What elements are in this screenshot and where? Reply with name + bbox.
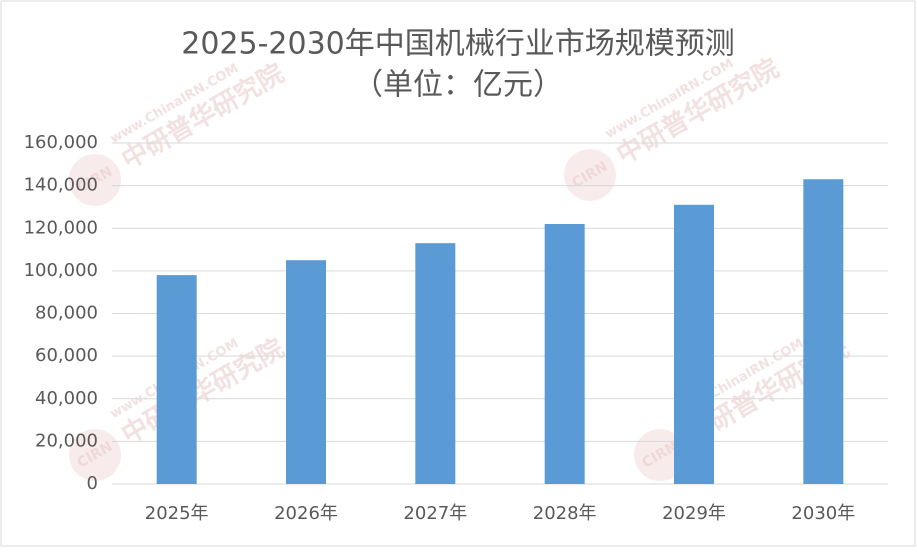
bar: [544, 223, 585, 485]
bar: [803, 179, 844, 484]
y-tick-label: 0: [87, 473, 98, 494]
y-tick-label: 160,000: [24, 132, 98, 153]
y-tick-label: 140,000: [24, 175, 98, 196]
plot-area: 0 20,000 40,000 60,000 80,000 100,000 120,000 1…: [24, 132, 888, 524]
y-tick-label: 40,000: [35, 388, 98, 409]
bar: [286, 260, 326, 484]
x-tick-label: 2030年: [791, 503, 855, 524]
chart-title: 2025-2030年中国机械行业市场规模预测: [181, 27, 735, 62]
watermark-logo-circle: [564, 149, 616, 201]
y-tick-label: 120,000: [24, 217, 98, 238]
bar: [674, 204, 714, 484]
y-tick-label: 80,000: [35, 303, 98, 324]
watermark-logo-circle: [634, 429, 686, 481]
y-tick-label: 100,000: [24, 260, 98, 281]
bar: [156, 275, 197, 484]
chart-subtitle: （单位：亿元）: [353, 68, 563, 103]
x-tick-label: 2025年: [145, 503, 209, 524]
x-tick-label: 2027年: [403, 503, 467, 524]
y-tick-label: 60,000: [35, 345, 98, 366]
y-tick-label: 20,000: [35, 430, 98, 451]
watermark-logo-circle: [69, 154, 121, 206]
bar: [415, 243, 456, 484]
x-tick-label: 2028年: [533, 503, 597, 524]
x-tick-label: 2029年: [662, 503, 726, 524]
x-tick-label: 2026年: [274, 503, 338, 524]
watermark-logo-circle: [69, 429, 121, 481]
